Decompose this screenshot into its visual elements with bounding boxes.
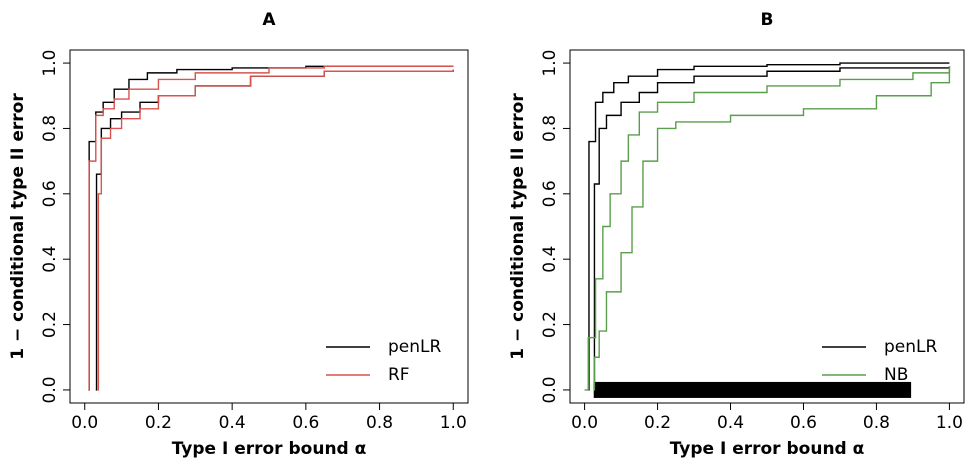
y-tick-label: 0.2 [40, 311, 60, 338]
panel-title: B [761, 10, 774, 30]
x-tick-label: 0.8 [863, 413, 890, 433]
step-curve [593, 66, 951, 391]
x-tick-label: 0.8 [366, 413, 393, 433]
y-tick-label: 0.0 [40, 376, 60, 403]
x-tick-label: 1.0 [440, 413, 467, 433]
y-tick-label: 0.8 [540, 115, 560, 142]
x-tick-label: 0.6 [790, 413, 817, 433]
x-tick-label: 1.0 [936, 413, 963, 433]
x-tick-label: 0.2 [145, 413, 172, 433]
plot-frame [569, 49, 965, 404]
step-curve [588, 62, 950, 391]
x-tick-label: 0.0 [571, 413, 598, 433]
step-curve [593, 69, 951, 391]
y-axis-label: 1 − conditional type II error [508, 93, 528, 360]
legend-label: penLR [388, 337, 441, 357]
step-curve [88, 65, 454, 391]
band [593, 381, 912, 398]
legend-label: penLR [884, 337, 937, 357]
y-tick-label: 0.2 [540, 311, 560, 338]
y-tick-label: 0.4 [40, 246, 60, 273]
step-curve [584, 66, 951, 391]
x-axis-label: Type I error bound α [670, 439, 865, 459]
legend-label: RF [388, 365, 410, 385]
y-tick-label: 1.0 [40, 50, 60, 77]
x-tick-label: 0.4 [717, 413, 744, 433]
plot-frame [69, 49, 469, 404]
y-tick-label: 0.6 [540, 180, 560, 207]
x-tick-label: 0.6 [292, 413, 319, 433]
y-tick-label: 1.0 [540, 50, 560, 77]
x-tick-label: 0.2 [644, 413, 671, 433]
x-axis-label: Type I error bound α [172, 439, 367, 459]
x-tick-label: 0.0 [71, 413, 98, 433]
legend-label: NB [884, 365, 908, 385]
y-tick-label: 0.4 [540, 246, 560, 273]
step-curve [97, 69, 454, 391]
x-tick-label: 0.4 [219, 413, 246, 433]
y-tick-label: 0.8 [40, 115, 60, 142]
y-axis-label: 1 − conditional type II error [8, 93, 28, 360]
y-tick-label: 0.6 [40, 180, 60, 207]
panel-title: A [262, 10, 276, 30]
y-tick-label: 0.0 [540, 376, 560, 403]
